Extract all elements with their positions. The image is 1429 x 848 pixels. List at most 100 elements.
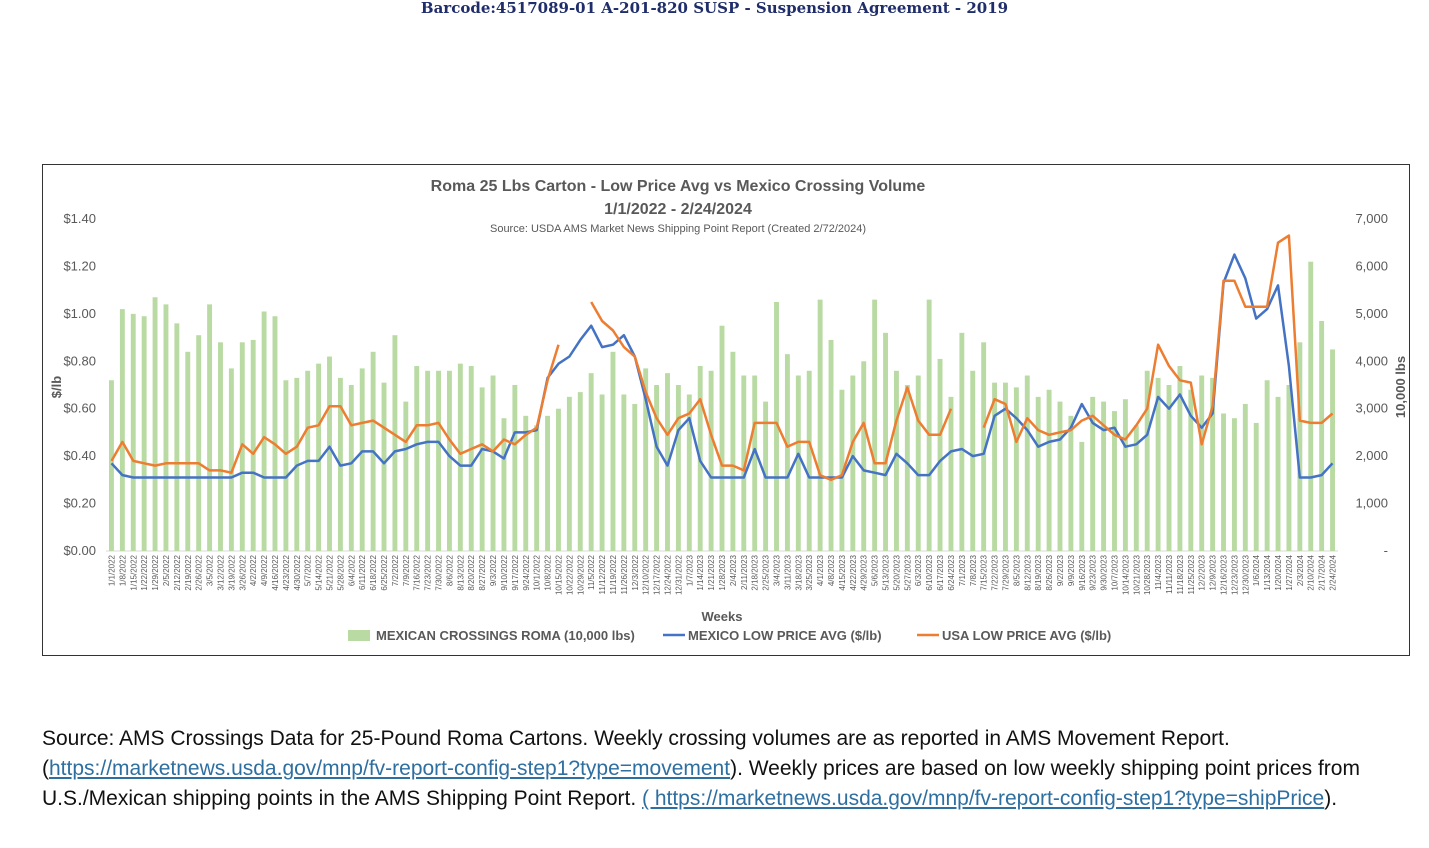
x-tick-label: 7/9/2022 — [402, 554, 411, 586]
movement-report-link[interactable]: https://marketnews.usda.gov/mnp/fv-repor… — [49, 757, 731, 780]
x-tick-label: 2/11/2023 — [740, 554, 749, 590]
crossing-bar — [403, 401, 409, 551]
x-tick-label: 6/17/2023 — [936, 554, 945, 590]
combo-chart: Roma 25 Lbs Carton - Low Price Avg vs Me… — [49, 178, 1408, 643]
x-tick-label: 7/29/2023 — [1002, 554, 1011, 590]
x-tick-label: 9/30/2023 — [1100, 554, 1109, 590]
crossing-bar — [1101, 401, 1107, 551]
x-tick-label: 11/25/2023 — [1187, 554, 1196, 594]
crossing-bar — [1231, 418, 1237, 551]
x-tick-label: 8/5/2023 — [1012, 554, 1021, 586]
crossing-bar — [741, 375, 747, 551]
crossing-bar — [359, 368, 365, 551]
crossing-bar — [250, 339, 256, 551]
crossing-bar — [1297, 342, 1303, 551]
x-tick-label: 4/23/2022 — [282, 554, 291, 590]
crossing-bar — [817, 299, 823, 551]
x-tick-label: 12/31/2022 — [674, 554, 683, 595]
legend-label: MEXICO LOW PRICE AVG ($/lb) — [688, 628, 882, 643]
crossing-bar — [937, 358, 943, 551]
y-tick-label: $0.40 — [63, 448, 96, 463]
crossing-bar — [272, 316, 278, 551]
chart-title: Roma 25 Lbs Carton - Low Price Avg vs Me… — [431, 178, 926, 195]
crossing-bar — [752, 375, 758, 551]
crossing-bar — [392, 335, 398, 551]
crossing-bar — [152, 297, 158, 551]
x-tick-label: 1/6/2024 — [1252, 554, 1261, 586]
crossing-bar — [730, 351, 736, 551]
x-tick-label: 1/20/2024 — [1274, 554, 1283, 590]
x-tick-label: 8/19/2023 — [1034, 554, 1043, 590]
crossing-bar — [893, 370, 899, 551]
crossing-bar — [719, 325, 725, 551]
x-tick-label: 4/29/2023 — [860, 554, 869, 590]
crossing-bar — [1286, 385, 1292, 551]
x-tick-label: 6/18/2022 — [369, 554, 378, 590]
x-tick-label: 9/23/2023 — [1089, 554, 1098, 590]
x-tick-label: 10/15/2022 — [555, 554, 564, 595]
crossing-bar — [545, 415, 551, 551]
x-tick-label: 7/23/2022 — [424, 554, 433, 590]
crossing-bar — [490, 375, 496, 551]
crossing-bar — [414, 366, 420, 551]
crossing-bar — [327, 356, 332, 551]
crossing-bar — [610, 351, 616, 551]
y2-tick-label: 1,000 — [1355, 496, 1388, 511]
crossing-bar — [675, 385, 681, 551]
crossing-bar — [839, 389, 845, 551]
x-tick-label: 6/3/2023 — [914, 554, 923, 586]
x-tick-label: 1/1/2022 — [108, 554, 117, 586]
crossing-bar — [1079, 441, 1085, 551]
x-tick-label: 3/25/2023 — [805, 554, 814, 590]
x-tick-label: 9/3/2022 — [489, 554, 498, 586]
y-tick-label: $0.60 — [63, 401, 96, 416]
caption-text-3: ). — [1324, 787, 1338, 810]
x-tick-label: 4/15/2023 — [838, 554, 847, 590]
mexico-low-price-avg-lb-line — [110, 253, 1334, 479]
x-tick-label: 1/13/2024 — [1263, 554, 1272, 590]
x-tick-label: 2/25/2023 — [762, 554, 771, 590]
x-tick-label: 1/8/2022 — [118, 554, 127, 586]
x-tick-label: 3/12/2022 — [217, 554, 226, 590]
crossing-bar — [261, 311, 267, 551]
x-tick-label: 5/28/2022 — [336, 554, 345, 590]
crossing-bar — [806, 370, 812, 551]
x-tick-label: 1/14/2023 — [696, 554, 705, 590]
usa-low-price-avg-lb-line — [110, 234, 1334, 482]
crossing-bar — [174, 323, 180, 551]
y-tick-label: $1.40 — [63, 211, 96, 226]
y-axis-label: $/lb — [49, 376, 64, 398]
crossing-bar — [981, 342, 987, 551]
x-tick-label: 1/7/2023 — [685, 554, 694, 586]
y-tick-label: $1.20 — [63, 258, 96, 273]
x-tick-label: 12/30/2023 — [1241, 554, 1250, 595]
x-tick-label: 4/1/2023 — [816, 554, 825, 586]
crossing-bar — [1090, 396, 1096, 551]
crossing-bar — [1330, 349, 1336, 551]
x-tick-label: 11/5/2022 — [587, 554, 596, 590]
x-tick-label: 10/22/2022 — [565, 554, 574, 595]
x-tick-label: 5/14/2022 — [315, 554, 324, 590]
crossing-bar — [556, 408, 561, 551]
crossing-bar — [926, 299, 932, 551]
x-tick-label: 2/5/2022 — [162, 554, 171, 586]
crossing-bar — [185, 351, 191, 551]
crossing-bar — [141, 316, 147, 551]
crossing-bar — [1003, 382, 1008, 551]
x-axis-label: Weeks — [702, 609, 743, 624]
x-tick-label: 3/4/2023 — [773, 554, 782, 586]
crossing-bar — [228, 368, 234, 551]
crossing-bar — [577, 392, 583, 551]
x-tick-label: 3/11/2023 — [783, 554, 792, 590]
x-tick-label: 3/5/2022 — [206, 554, 215, 586]
crossing-bar — [654, 385, 660, 551]
x-tick-label: 8/20/2022 — [467, 554, 476, 590]
x-tick-label: 4/2/2022 — [249, 554, 258, 586]
x-tick-label: 12/24/2022 — [664, 554, 673, 595]
y2-tick-label: 3,000 — [1355, 401, 1388, 416]
crossing-bar — [1242, 403, 1248, 551]
x-tick-label: 8/12/2023 — [1023, 554, 1032, 590]
crossing-bar — [108, 380, 114, 551]
x-tick-label: 2/17/2024 — [1318, 554, 1327, 590]
shipprice-report-link[interactable]: ( https://marketnews.usda.gov/mnp/fv-rep… — [642, 787, 1325, 810]
